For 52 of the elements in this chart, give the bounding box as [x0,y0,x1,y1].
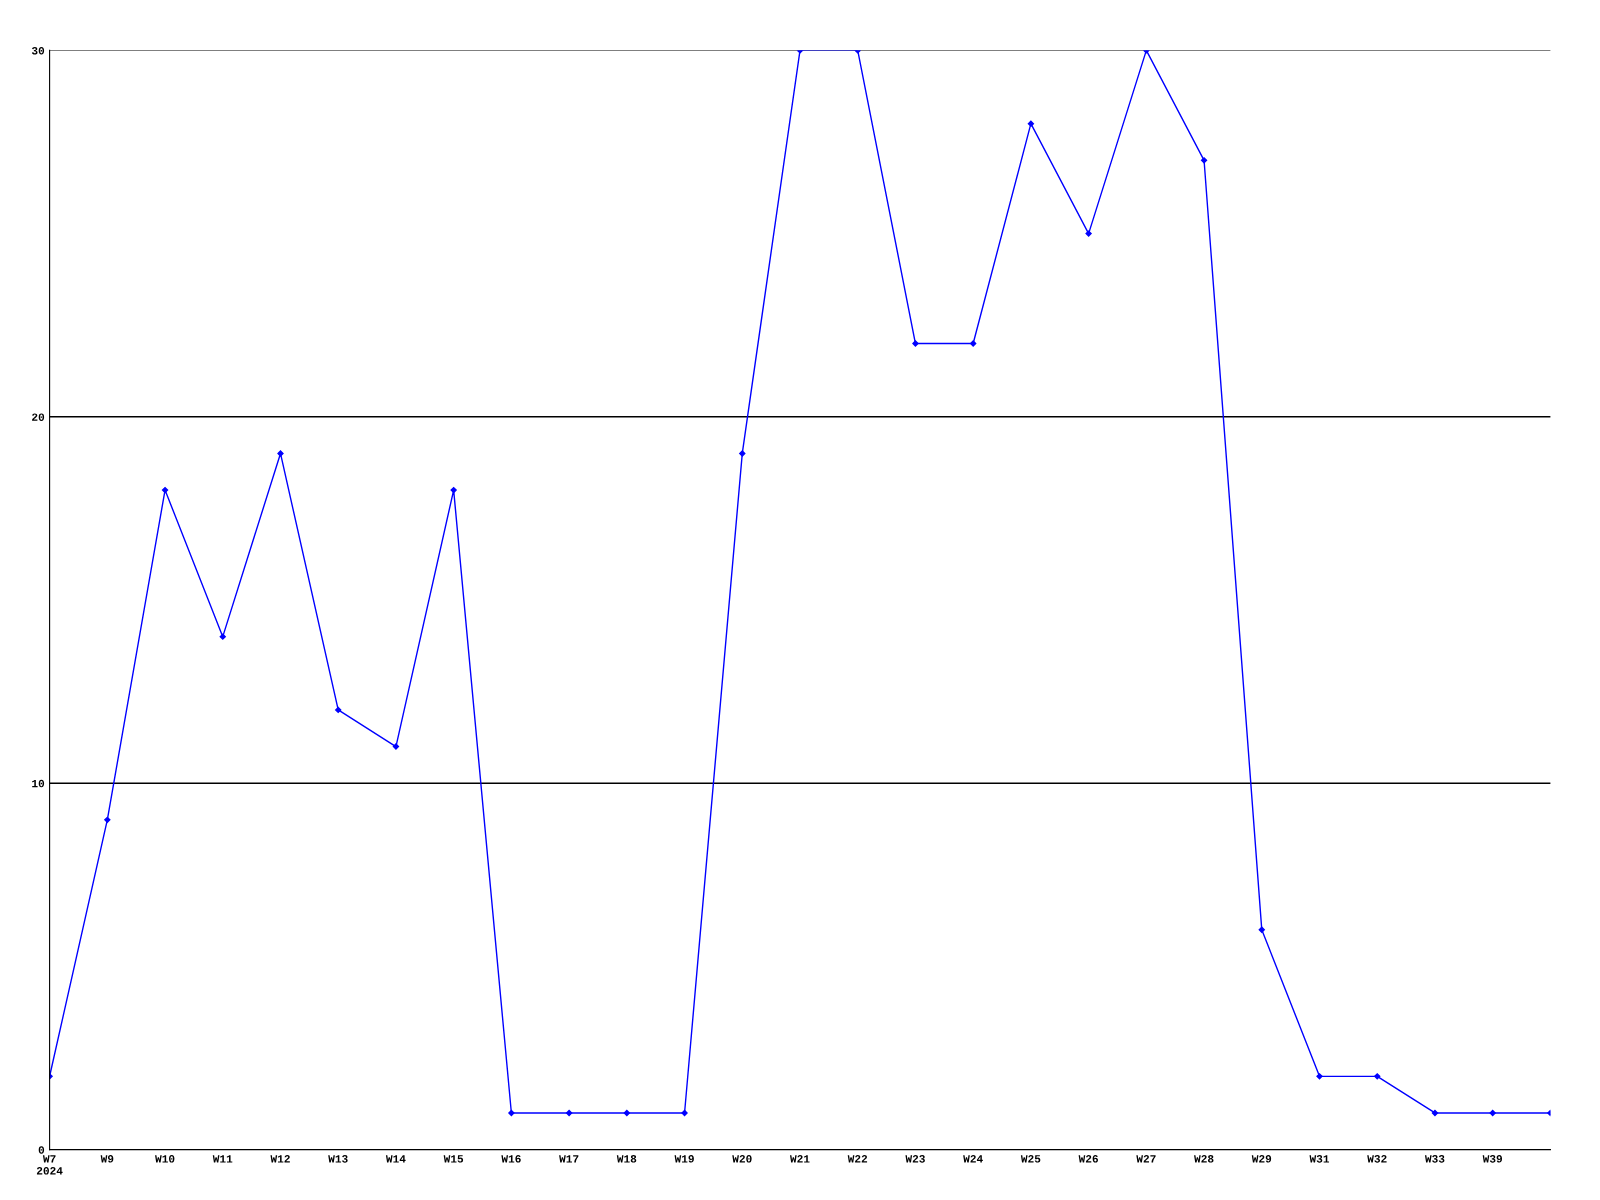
point [104,816,111,823]
point [161,486,169,494]
point [277,450,284,457]
x-tick-label: W31 [1309,1155,1330,1163]
point [1085,230,1092,237]
x-tick-label: W14 [385,1155,406,1163]
x-tick-label: W20 [732,1155,752,1163]
point [335,706,342,714]
point [912,340,919,347]
point [1316,1073,1323,1080]
x-tick-label: W7 2024 [36,1155,63,1175]
point [681,1109,688,1117]
point [392,743,400,750]
point [1489,1109,1496,1117]
point [1027,120,1035,127]
point [450,486,457,494]
x-tick-label: W19 [674,1155,694,1163]
x-tick-label: W15 [443,1155,464,1163]
point [508,1109,515,1117]
x-tick-label: W23 [905,1155,925,1163]
x-tick-label: W27 [1136,1155,1156,1163]
x-tick-label: W39 [1482,1155,1503,1163]
x-tick-label: W22 [847,1155,868,1163]
x-tick-label: W28 [1194,1155,1214,1163]
point [219,633,226,640]
x-tick-label: W12 [270,1155,290,1163]
x-tick-label: W29 [1251,1155,1272,1163]
x-tick-label: W18 [616,1155,637,1163]
x-tick-label: W17 [559,1155,579,1163]
x-tick-label: W11 [212,1155,233,1163]
x-tick-label: W33 [1424,1155,1445,1163]
y-tick-label: 20 [32,413,45,421]
y-tick-label: 0 [38,1146,45,1154]
x-tick-label: W25 [1020,1155,1041,1163]
point [739,450,746,457]
x-tick-label: W10 [155,1155,175,1163]
point [1200,157,1208,164]
x-tick-label: W13 [328,1155,348,1163]
x-tick-label: W9 [100,1155,114,1163]
x-tick-label: W32 [1367,1155,1387,1163]
point [1374,1073,1381,1080]
y-tick-label: 30 [31,46,45,55]
x-tick-label: W26 [1078,1155,1098,1163]
point [623,1109,630,1117]
x-tick-label: W16 [501,1155,521,1163]
point [970,340,977,347]
y-tick-label: 10 [32,779,45,788]
point [1258,926,1265,933]
x-tick-label: W24 [963,1155,983,1163]
point [565,1109,573,1117]
x-tick-label: W21 [790,1155,810,1163]
point [1431,1109,1439,1117]
